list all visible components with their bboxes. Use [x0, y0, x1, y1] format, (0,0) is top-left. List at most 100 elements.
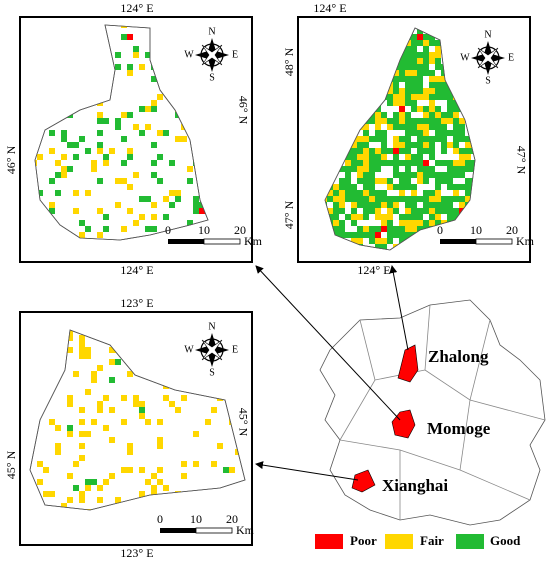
- habitat-cell: [441, 208, 447, 214]
- habitat-cell: [103, 160, 109, 166]
- habitat-cell: [447, 178, 453, 184]
- habitat-cell: [55, 449, 61, 455]
- habitat-cell: [339, 178, 345, 184]
- overview-map: Zhalong Momoge Xianghai: [255, 265, 546, 526]
- legend-label: Fair: [420, 533, 444, 548]
- habitat-cell: [435, 76, 441, 82]
- habitat-cell: [363, 142, 369, 148]
- habitat-cell: [387, 160, 393, 166]
- habitat-cell: [399, 196, 405, 202]
- habitat-cell: [417, 160, 423, 166]
- habitat-cell: [127, 449, 133, 455]
- habitat-cell: [49, 491, 55, 497]
- habitat-cell: [417, 130, 423, 136]
- habitat-cell: [85, 485, 91, 491]
- habitat-cell: [43, 491, 49, 497]
- habitat-cell: [447, 112, 453, 118]
- habitat-cell: [157, 178, 163, 184]
- place-label: Xianghai: [382, 476, 448, 495]
- habitat-cell: [97, 118, 103, 124]
- habitat-cell: [345, 214, 351, 220]
- scale-bar: [203, 238, 241, 245]
- habitat-cell: [381, 190, 387, 196]
- habitat-cell: [67, 401, 73, 407]
- habitat-cell: [387, 220, 393, 226]
- habitat-cell: [429, 202, 435, 208]
- habitat-cell: [423, 190, 429, 196]
- habitat-cell: [223, 467, 229, 473]
- habitat-cell: [417, 94, 423, 100]
- habitat-cell: [435, 160, 441, 166]
- compass-star-minor: [201, 339, 223, 361]
- scale-label: 0: [157, 512, 163, 526]
- habitat-cell: [85, 190, 91, 196]
- habitat-cell: [381, 118, 387, 124]
- habitat-cell: [43, 467, 49, 473]
- habitat-cell: [405, 232, 411, 238]
- habitat-cell: [351, 232, 357, 238]
- lat-label: 48° N: [282, 47, 296, 76]
- habitat-cell: [411, 130, 417, 136]
- habitat-cell: [133, 124, 139, 130]
- xianghai-area: [351, 469, 376, 493]
- habitat-cell: [109, 359, 115, 365]
- habitat-cell: [417, 124, 423, 130]
- habitat-cell: [103, 479, 109, 485]
- habitat-cell: [363, 124, 369, 130]
- habitat-cell: [339, 220, 345, 226]
- habitat-cell: [351, 196, 357, 202]
- habitat-cell: [405, 52, 411, 58]
- zhalong-area: [397, 344, 419, 383]
- habitat-cell: [459, 118, 465, 124]
- habitat-cell: [357, 148, 363, 154]
- scale-unit: Km: [244, 234, 263, 248]
- habitat-cell: [369, 148, 375, 154]
- habitat-cell: [375, 136, 381, 142]
- habitat-cell: [157, 467, 163, 473]
- habitat-cell: [157, 130, 163, 136]
- habitat-cell: [435, 112, 441, 118]
- habitat-cell: [465, 142, 471, 148]
- habitat-cell: [115, 202, 121, 208]
- habitat-cell: [405, 46, 411, 52]
- habitat-cell: [435, 220, 441, 226]
- habitat-cell: [67, 347, 73, 353]
- habitat-cell: [79, 136, 85, 142]
- habitat-cell: [453, 124, 459, 130]
- habitat-cell: [423, 178, 429, 184]
- habitat-cell: [447, 208, 453, 214]
- habitat-cell: [103, 154, 109, 160]
- habitat-cell: [441, 142, 447, 148]
- habitat-cell: [187, 166, 193, 172]
- habitat-cell: [441, 118, 447, 124]
- habitat-cell: [97, 208, 103, 214]
- habitat-cell: [441, 88, 447, 94]
- habitat-cell: [387, 202, 393, 208]
- habitat-cell: [375, 196, 381, 202]
- habitat-cell: [411, 58, 417, 64]
- habitat-cell: [399, 76, 405, 82]
- habitat-cell: [435, 88, 441, 94]
- habitat-cell: [411, 82, 417, 88]
- habitat-cell: [127, 371, 133, 377]
- habitat-cell: [139, 64, 145, 70]
- habitat-cell: [157, 154, 163, 160]
- habitat-cell: [399, 226, 405, 232]
- habitat-cell: [465, 136, 471, 142]
- habitat-cell: [393, 100, 399, 106]
- habitat-cell: [157, 437, 163, 443]
- habitat-cell: [381, 238, 387, 244]
- habitat-cell: [435, 208, 441, 214]
- habitat-cell: [459, 154, 465, 160]
- habitat-cell: [73, 485, 79, 491]
- habitat-cell: [363, 184, 369, 190]
- habitat-cell: [447, 142, 453, 148]
- habitat-cell: [127, 467, 133, 473]
- scale-label: 20: [506, 223, 518, 237]
- habitat-cell: [363, 190, 369, 196]
- lon-label: 124° E: [357, 263, 390, 277]
- habitat-cell: [121, 112, 127, 118]
- habitat-cell: [145, 226, 151, 232]
- habitat-cell: [49, 419, 55, 425]
- habitat-cell: [447, 202, 453, 208]
